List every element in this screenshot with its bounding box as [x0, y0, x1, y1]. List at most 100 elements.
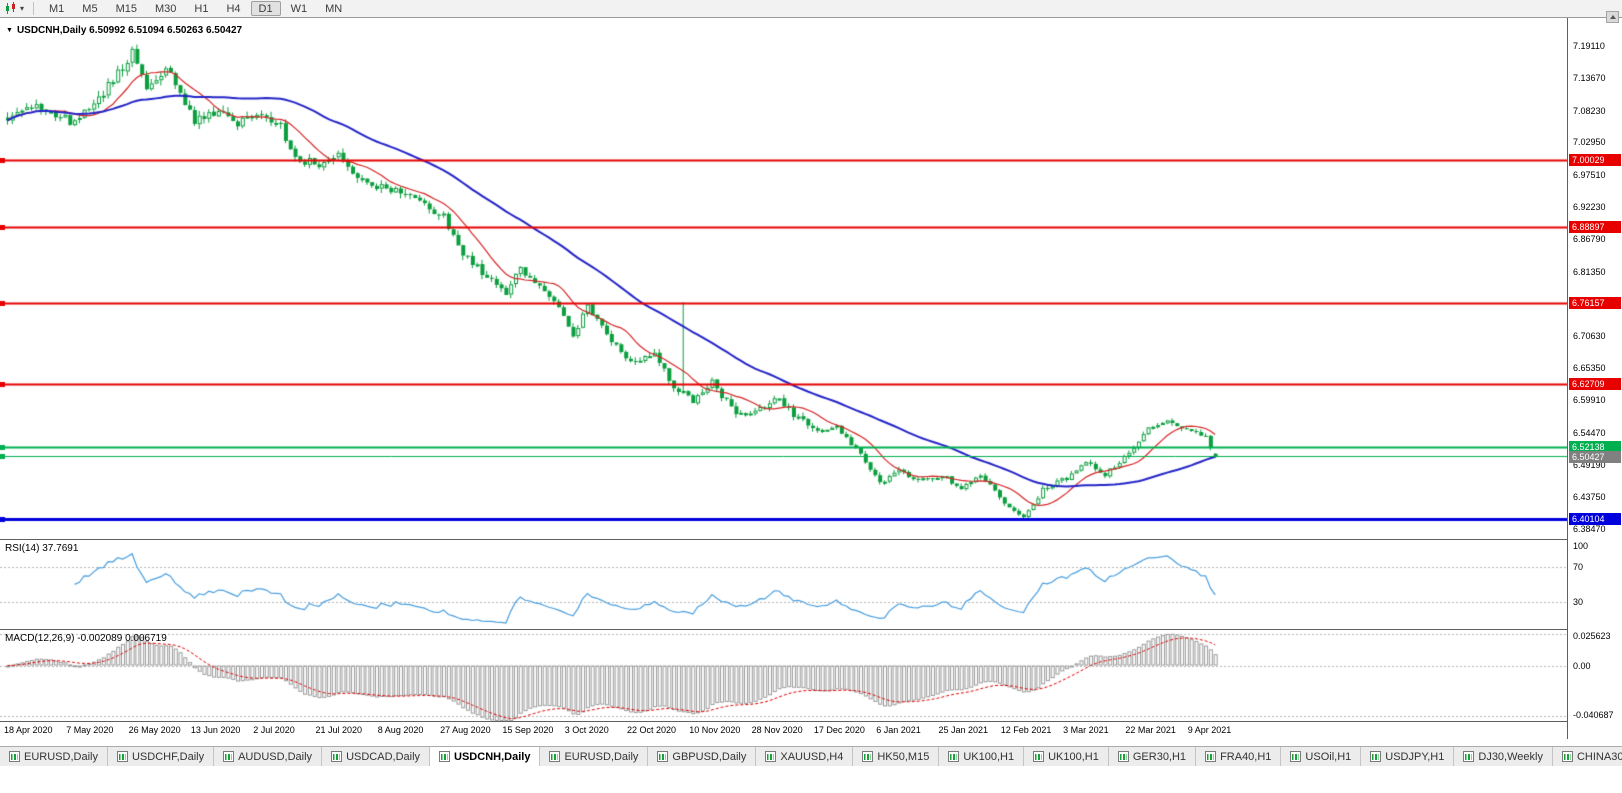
chart-tab-label: USDCNH,Daily: [454, 750, 531, 763]
rsi-panel-canvas[interactable]: [0, 540, 1567, 629]
mini-chart-icon: [9, 751, 20, 762]
price-tick-label: 6.70630: [1573, 331, 1606, 341]
chart-tab-ger30-h1[interactable]: GER30,H1: [1109, 747, 1197, 766]
chart-type-dropdown-icon[interactable]: ▾: [20, 3, 25, 13]
price-tick-label: 6.54470: [1573, 428, 1606, 438]
mini-chart-icon: [948, 751, 960, 762]
chart-tab-audusd-daily[interactable]: AUDUSD,Daily: [214, 747, 323, 766]
macd-level-label: -0.040687: [1573, 710, 1614, 720]
price-tick-label: 6.59910: [1573, 395, 1606, 405]
price-line-badge: 6.52138: [1569, 441, 1621, 453]
chart-tab-eurusd-daily[interactable]: EURUSD,Daily: [0, 747, 108, 766]
date-label: 12 Feb 2021: [1000, 725, 1052, 735]
rsi-level-label: 30: [1573, 597, 1584, 607]
date-label: 3 Mar 2021: [1063, 725, 1109, 735]
mini-chart-icon: [1205, 751, 1217, 762]
chart-tab-label: CHINA300,H1: [1576, 750, 1622, 763]
chart-tab-usdchf-daily[interactable]: USDCHF,Daily: [108, 747, 215, 766]
chart-tab-xauusd-h4[interactable]: XAUUSD,H4: [756, 747, 854, 766]
price-tick-label: 6.86790: [1573, 234, 1606, 244]
chart-tab-uk100-h1[interactable]: UK100,H1: [1024, 747, 1109, 766]
date-label: 7 May 2020: [66, 725, 114, 735]
price-tick-label: 7.13670: [1573, 73, 1606, 83]
price-scale[interactable]: 7.19110 7.13670 7.08230 7.02950 6.97510 6.922…: [1567, 18, 1622, 739]
mini-chart-icon: [657, 751, 669, 762]
timeframe-button-m5[interactable]: M5: [82, 3, 98, 15]
timeframe-button-h1[interactable]: H1: [194, 3, 209, 15]
chart-tab-hk50-m15[interactable]: HK50,M15: [853, 747, 940, 766]
date-label: 27 Aug 2020: [440, 725, 491, 735]
chart-tab-label: UK100,H1: [1048, 750, 1099, 763]
mini-chart-icon: [1561, 751, 1573, 762]
timeframe-button-m1[interactable]: M1: [49, 3, 65, 15]
mini-chart-icon: [1290, 751, 1302, 762]
timeframe-toolbar: ▾ M1 M5 M15 M30 H1 H4 D1 W1 MN: [0, 0, 1622, 18]
chart-tab-label: XAUUSD,H4: [780, 750, 844, 763]
chart-title: ▼ USDCNH,Daily 6.50992 6.51094 6.50263 6…: [6, 25, 242, 36]
symbol-ohlc-title: USDCNH,Daily 6.50992 6.51094 6.50263 6.5…: [16, 25, 243, 36]
date-label: 10 Nov 2020: [689, 725, 741, 735]
mini-chart-icon: [439, 751, 451, 762]
chart-tab-label: DJ30,Weekly: [1478, 750, 1543, 763]
price-line-badge: 6.76157: [1569, 297, 1621, 309]
timeframe-button-h4[interactable]: H4: [226, 3, 241, 15]
panel-separator[interactable]: [0, 539, 1622, 540]
timeframe-button-m30[interactable]: M30: [154, 3, 177, 15]
timeframe-button-mn[interactable]: MN: [325, 3, 343, 15]
chart-tab-uk100-h1[interactable]: UK100,H1: [939, 747, 1025, 766]
chart-tab-usdjpy-h1[interactable]: USDJPY,H1: [1361, 747, 1455, 766]
chart-tab-usoil-h1[interactable]: USOil,H1: [1281, 747, 1362, 766]
panel-separator: [0, 721, 1622, 722]
current-price-badge: 6.50427: [1569, 451, 1621, 463]
chart-tab-label: GER30,H1: [1132, 750, 1187, 763]
panel-separator[interactable]: [0, 629, 1622, 630]
price-tick-label: 7.08230: [1573, 106, 1606, 116]
chart-tab-china300-h1[interactable]: CHINA300,H1: [1553, 747, 1622, 766]
chart-tab-usdcnh-daily[interactable]: USDCNH,Daily: [430, 747, 541, 766]
chart-tab-label: USDCAD,Daily: [346, 750, 421, 763]
rsi-level-label: 70: [1573, 562, 1584, 572]
date-label: 3 Oct 2020: [564, 725, 609, 735]
mini-chart-icon: [765, 751, 777, 762]
price-tick-label: 6.49190: [1573, 460, 1606, 470]
chart-tab-dj30-weekly[interactable]: DJ30,Weekly: [1454, 747, 1553, 766]
date-label: 9 Apr 2021: [1187, 725, 1232, 735]
chart-tab-label: AUDUSD,Daily: [238, 750, 313, 763]
date-label: 15 Sep 2020: [502, 725, 554, 735]
date-label: 26 May 2020: [128, 725, 181, 735]
collapse-indicator-icon[interactable]: ▼: [6, 27, 13, 34]
chart-tab-eurusd-daily[interactable]: EURUSD,Daily: [540, 747, 649, 766]
timeframe-button-m15[interactable]: M15: [115, 3, 137, 15]
date-label: 6 Jan 2021: [876, 725, 921, 735]
chart-tab-usdcad-daily[interactable]: USDCAD,Daily: [322, 747, 431, 766]
date-label: 28 Nov 2020: [751, 725, 803, 735]
chart-tab-label: EURUSD,Daily: [24, 750, 98, 763]
price-tick-label: 7.02950: [1573, 137, 1606, 147]
chart-type-icon[interactable]: [4, 2, 18, 16]
price-line-badge: 6.40104: [1569, 513, 1621, 525]
date-label: 22 Mar 2021: [1125, 725, 1176, 735]
price-line-badge: 6.88897: [1569, 221, 1621, 233]
price-tick-label: 6.92230: [1573, 202, 1606, 212]
chart-tab-label: GBPUSD,Daily: [672, 750, 747, 763]
mini-chart-icon: [1033, 751, 1045, 762]
scroll-up-button[interactable]: [1606, 11, 1619, 23]
toolbar-separator: [33, 2, 35, 15]
timeframe-button-w1[interactable]: W1: [290, 3, 308, 15]
mini-chart-icon: [223, 751, 235, 762]
price-tick-label: 6.43750: [1573, 492, 1606, 502]
date-label: 13 Jun 2020: [190, 725, 241, 735]
price-line-badge: 6.62709: [1569, 378, 1621, 390]
date-label: 22 Oct 2020: [627, 725, 677, 735]
macd-panel-canvas[interactable]: [0, 630, 1567, 721]
chart-tab-gbpusd-daily[interactable]: GBPUSD,Daily: [648, 747, 757, 766]
date-label: 21 Jul 2020: [315, 725, 363, 735]
timeframe-button-d1[interactable]: D1: [250, 1, 281, 16]
price-tick-label: 6.38470: [1573, 524, 1606, 534]
chart-tab-fra40-h1[interactable]: FRA40,H1: [1196, 747, 1282, 766]
date-axis[interactable]: 18 Apr 2020 7 May 2020 26 May 2020 13 Jun 2…: [0, 722, 1567, 739]
price-tick-label: 6.81350: [1573, 267, 1606, 277]
macd-level-label: 0.00: [1573, 661, 1591, 671]
price-chart-canvas[interactable]: [0, 18, 1567, 539]
